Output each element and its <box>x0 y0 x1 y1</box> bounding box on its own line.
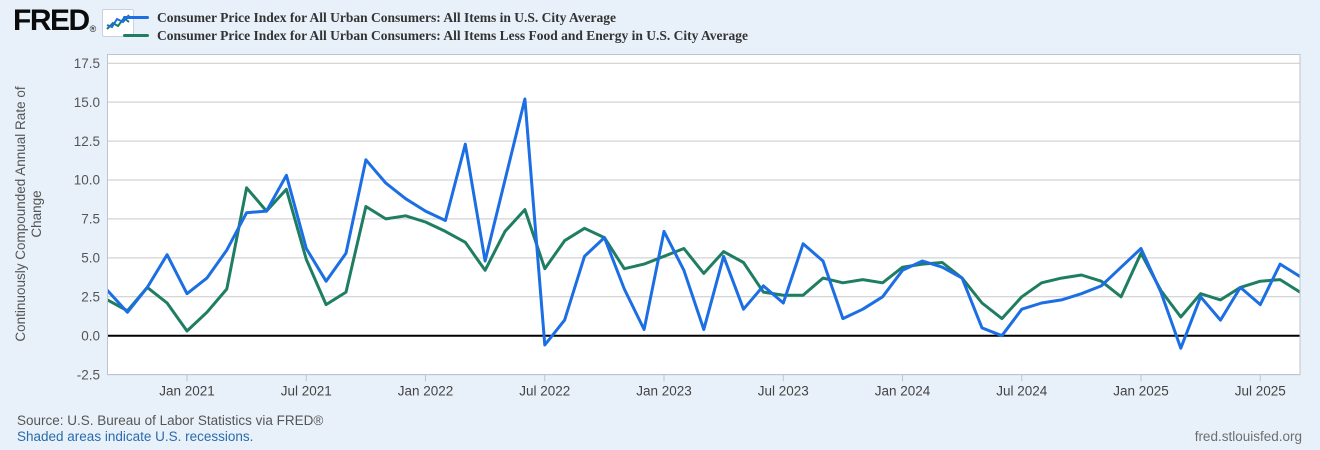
x-tick-label: Jan 2021 <box>159 384 215 399</box>
y-tick-label: 12.5 <box>74 134 100 149</box>
legend-swatch-all-items <box>123 15 149 19</box>
x-tick-label: Jul 2023 <box>758 384 809 399</box>
site-text: fred.stlouisfed.org <box>1194 429 1302 444</box>
legend-swatch-core <box>123 33 149 37</box>
y-tick-label: 15.0 <box>74 95 100 110</box>
recession-note-link[interactable]: Shaded areas indicate U.S. recessions. <box>17 429 254 444</box>
y-axis-title-line: Continuously Compounded Annual Rate of <box>13 86 28 341</box>
x-tick-label: Jan 2022 <box>398 384 454 399</box>
series-line-core <box>107 186 1300 333</box>
x-tick-label: Jan 2024 <box>875 384 931 399</box>
legend: Consumer Price Index for All Urban Consu… <box>123 8 748 44</box>
series-line-all-items <box>107 97 1300 350</box>
registered-mark: ® <box>89 24 97 34</box>
y-axis-title-line: Change <box>29 190 44 237</box>
legend-label-all-items: Consumer Price Index for All Urban Consu… <box>157 9 616 25</box>
x-tick-label: Jan 2023 <box>636 384 692 399</box>
legend-item-core: Consumer Price Index for All Urban Consu… <box>123 26 748 44</box>
source-text: Source: U.S. Bureau of Labor Statistics … <box>17 413 324 428</box>
y-tick-label: 7.5 <box>81 212 100 227</box>
y-tick-label: 17.5 <box>74 56 100 71</box>
legend-label-core: Consumer Price Index for All Urban Consu… <box>157 27 749 43</box>
y-tick-label: 2.5 <box>81 289 100 304</box>
y-tick-label: 10.0 <box>74 173 100 188</box>
x-tick-label: Jul 2021 <box>281 384 332 399</box>
fred-logo: FRED ® <box>13 4 135 37</box>
x-tick-label: Jan 2025 <box>1113 384 1169 399</box>
x-tick-label: Jul 2024 <box>996 384 1048 399</box>
plot-border <box>107 54 1301 376</box>
line-chart-icon <box>102 9 135 37</box>
legend-item-all-items: Consumer Price Index for All Urban Consu… <box>123 8 748 26</box>
y-tick-label: 5.0 <box>81 251 100 266</box>
y-tick-label: 0.0 <box>81 328 100 343</box>
x-tick-label: Jul 2022 <box>519 384 570 399</box>
plot-area <box>107 54 1300 375</box>
x-tick-label: Jul 2025 <box>1235 384 1286 399</box>
y-tick-label: -2.5 <box>77 367 100 382</box>
fred-logo-text: FRED <box>13 4 90 37</box>
